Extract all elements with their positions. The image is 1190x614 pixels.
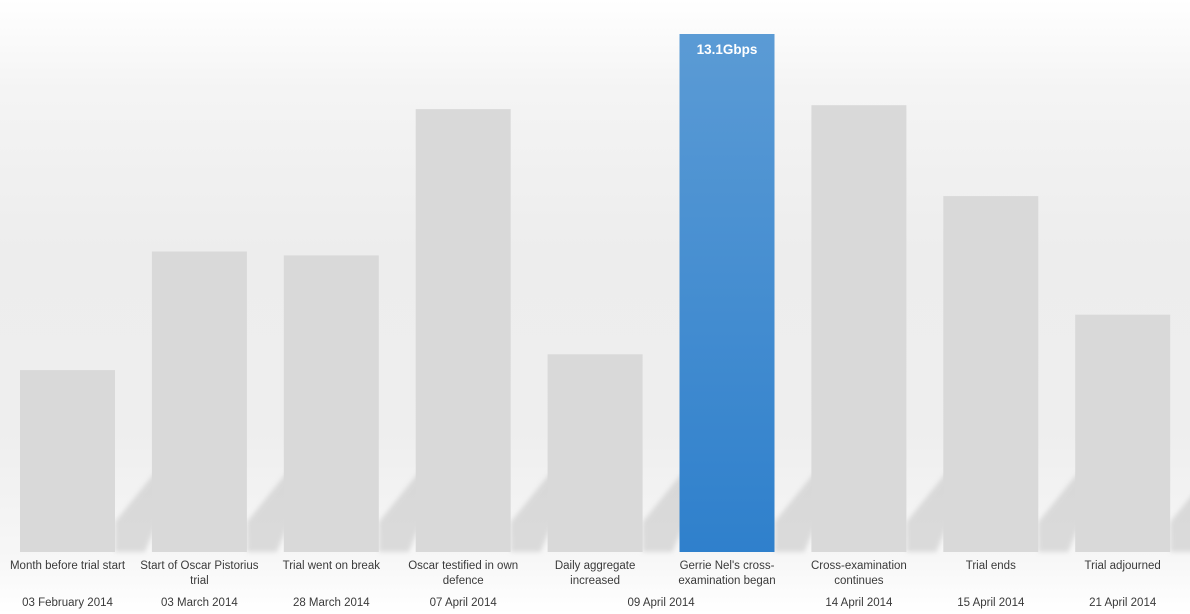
date-label: 15 April 2014 bbox=[957, 597, 1025, 609]
date-label: 03 February 2014 bbox=[22, 597, 113, 609]
bar bbox=[547, 354, 643, 552]
date-label: 14 April 2014 bbox=[825, 597, 893, 609]
date-label: 28 March 2014 bbox=[292, 597, 370, 609]
date-label: 09 April 2014 bbox=[627, 597, 695, 609]
category-label: Daily aggregate increased bbox=[554, 560, 636, 587]
category-label: Gerrie Nel's cross-examination began bbox=[678, 560, 776, 587]
category-label: Trial ends bbox=[965, 560, 1016, 572]
bar bbox=[1075, 314, 1171, 552]
date-label: 21 April 2014 bbox=[1089, 597, 1157, 609]
bar bbox=[811, 105, 907, 552]
bar bbox=[415, 109, 511, 552]
bar-value-label: 13.1Gbps bbox=[697, 42, 758, 57]
category-label: Trial went on break bbox=[282, 560, 380, 572]
bar bbox=[943, 196, 1039, 552]
date-label: 03 March 2014 bbox=[161, 597, 238, 609]
category-label: Trial adjourned bbox=[1084, 560, 1161, 572]
category-label: Month before trial start bbox=[9, 560, 126, 572]
category-label: Oscar testified in own defence bbox=[408, 560, 519, 587]
category-label: Start of Oscar Pistorius trial bbox=[140, 560, 259, 587]
bar bbox=[151, 251, 247, 552]
bar bbox=[20, 370, 115, 552]
category-label: Cross-examination continues bbox=[810, 560, 907, 587]
bar bbox=[283, 255, 379, 552]
highlighted-bar bbox=[679, 34, 775, 552]
date-label: 07 April 2014 bbox=[429, 597, 497, 609]
bar-shadow bbox=[1170, 497, 1190, 552]
